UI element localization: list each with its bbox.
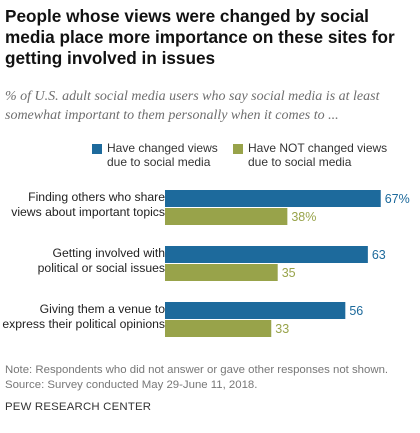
category-label-venue: Giving them a venue to express their pol… <box>0 302 165 332</box>
chart-title: People whose views were changed by socia… <box>5 6 395 68</box>
legend-swatch-changed <box>92 144 102 154</box>
bar-not-changed <box>165 208 288 225</box>
data-label-not-changed: 35 <box>282 266 296 280</box>
legend-label-not-changed-line1: Have NOT changed views <box>248 141 388 155</box>
bar-not-changed <box>165 264 278 281</box>
bar-changed <box>165 246 368 263</box>
category-label-line: Giving them a venue to <box>39 302 165 316</box>
category-label-line: views about important topics <box>11 205 165 219</box>
bar-not-changed <box>165 320 272 337</box>
legend-swatch-not-changed <box>233 144 243 154</box>
legend-label-changed-line2: due to social media <box>107 155 211 169</box>
category-label-line: Finding others who share <box>28 190 165 204</box>
chart-subtitle: % of U.S. adult social media users who s… <box>5 89 380 123</box>
data-label-changed: 63 <box>372 248 386 262</box>
category-label-line: political or social issues <box>37 261 165 275</box>
brand-label: PEW RESEARCH CENTER <box>5 401 152 413</box>
category-label-line: express their political opinions <box>2 317 165 331</box>
data-label-not-changed: 33 <box>275 322 289 336</box>
chart-note: Note: Respondents who did not answer or … <box>5 363 415 392</box>
category-label-finding-others: Finding others who share views about imp… <box>0 190 165 220</box>
note-text: Note: Respondents who did not answer or … <box>5 364 389 376</box>
legend-label-changed-line1: Have changed views <box>107 141 218 155</box>
data-label-changed: 67% <box>385 192 410 206</box>
category-label-getting-involved: Getting involved with political or socia… <box>0 246 165 276</box>
source-text: Source: Survey conducted May 29-June 11,… <box>5 378 258 391</box>
data-label-changed: 56 <box>349 304 363 318</box>
category-label-line: Getting involved with <box>52 246 165 260</box>
legend-label-not-changed-line2: due to social media <box>248 155 352 169</box>
bar-changed <box>165 302 346 319</box>
bar-changed <box>165 190 381 207</box>
data-label-not-changed: 38% <box>291 210 316 224</box>
